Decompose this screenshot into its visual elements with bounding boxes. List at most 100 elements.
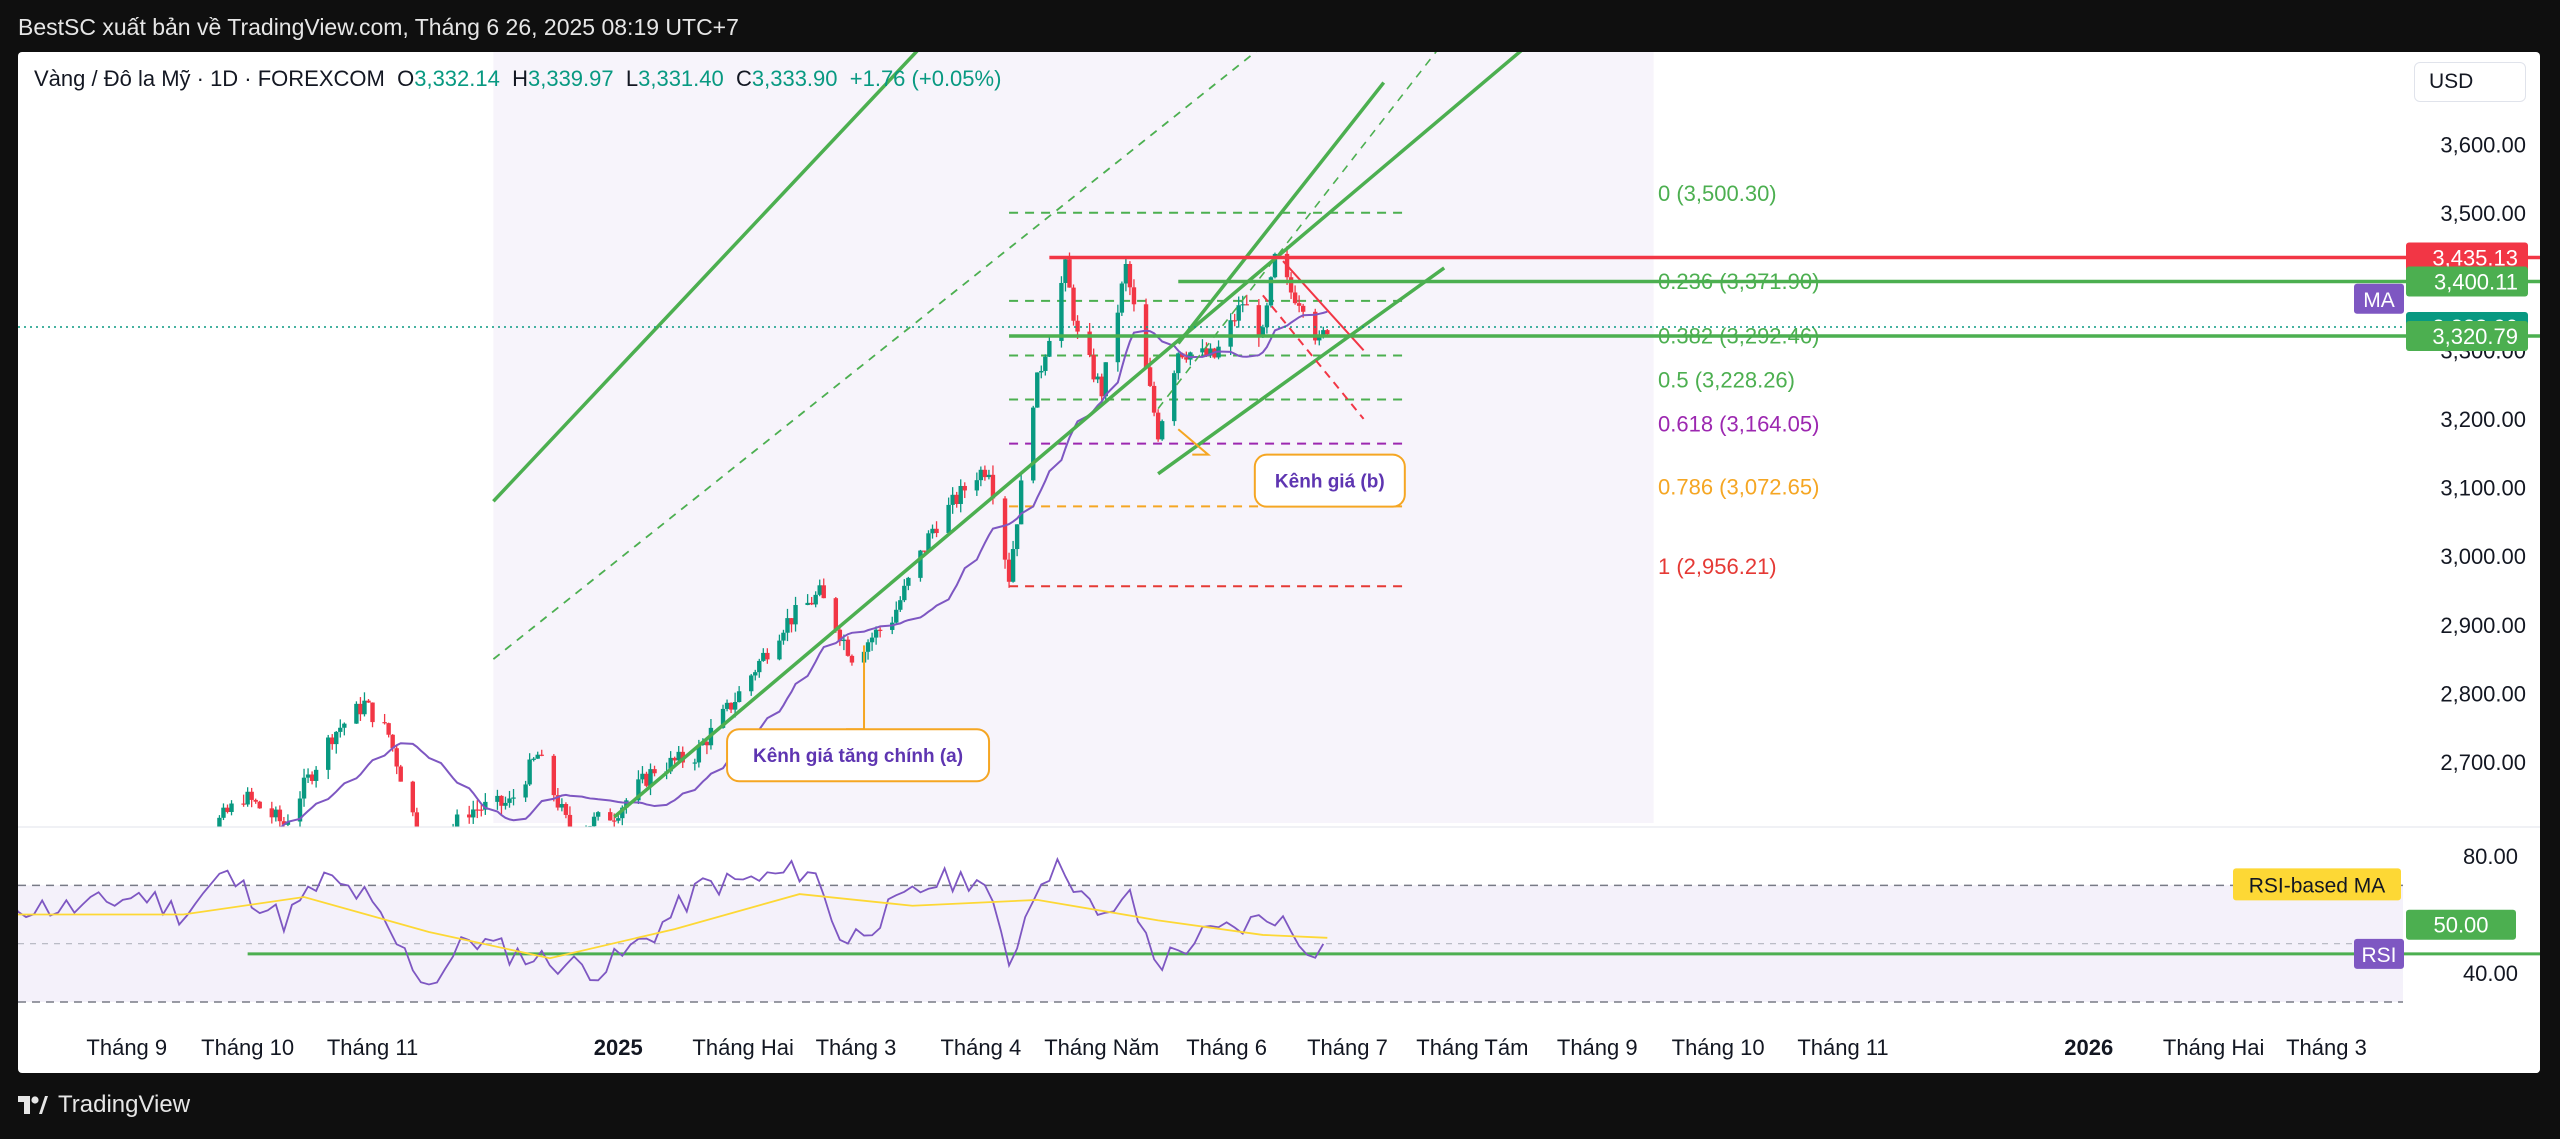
candle-body xyxy=(559,804,565,808)
candle-body xyxy=(382,722,387,724)
candle-body xyxy=(648,769,653,786)
candle-body xyxy=(1321,330,1326,336)
candle-body xyxy=(620,807,625,819)
candle-body xyxy=(1208,348,1213,356)
channel-a-upper-line[interactable] xyxy=(492,52,1323,503)
candle-body xyxy=(273,809,279,818)
candle-body xyxy=(595,812,601,817)
candle-body xyxy=(1151,385,1157,413)
candle-body xyxy=(483,801,488,810)
candle-body xyxy=(551,755,557,796)
candle-body xyxy=(1071,287,1076,321)
x-axis-tick-label: Tháng 9 xyxy=(86,1035,167,1060)
rsi-ma-line[interactable] xyxy=(18,893,1328,960)
price-label-text: 3,320.79 xyxy=(2432,324,2518,349)
candle-body xyxy=(644,773,649,786)
candle-body xyxy=(225,807,230,812)
candle-body xyxy=(1103,362,1108,397)
candle-body xyxy=(1075,320,1080,332)
candle-body xyxy=(1184,357,1189,360)
publish-header: BestSC xuất bản về TradingView.com, Thán… xyxy=(0,0,2560,52)
channel-b-lower-line[interactable] xyxy=(1157,266,1446,476)
candle-body xyxy=(1043,356,1048,371)
candle-body xyxy=(1228,320,1233,347)
candle-body xyxy=(447,834,451,842)
candle-body xyxy=(930,528,935,534)
channel-a-shade xyxy=(493,52,1654,823)
open-label: O xyxy=(397,66,415,91)
candle-body xyxy=(1147,367,1153,386)
candle-body xyxy=(189,858,193,860)
candle-body xyxy=(809,602,814,605)
candle-body xyxy=(1176,353,1181,374)
candle-body xyxy=(1067,259,1072,288)
annotation-box[interactable] xyxy=(726,728,991,783)
candle-body xyxy=(1035,372,1040,408)
candle-body xyxy=(257,801,262,809)
y-axis-tick-label: 3,000.00 xyxy=(2440,544,2526,569)
candle-body xyxy=(197,848,201,852)
footer-bar: TradingView xyxy=(0,1073,2560,1139)
candle-body xyxy=(837,629,843,642)
candle-body xyxy=(1119,283,1125,313)
falling-channel-line[interactable] xyxy=(1262,294,1365,420)
candle-body xyxy=(696,744,702,763)
candle-body xyxy=(414,812,420,827)
channel-a-lower-line[interactable] xyxy=(613,52,1613,819)
rsi-line[interactable] xyxy=(18,856,1325,986)
candle-body xyxy=(1180,353,1185,358)
candle-body xyxy=(201,845,205,852)
candle-body xyxy=(624,800,629,808)
price-chart[interactable]: 0 (3,500.30)0.236 (3,371.90)0.382 (3,292… xyxy=(18,52,2540,1073)
candle-body xyxy=(354,703,359,724)
candle-body xyxy=(229,803,234,812)
candle-body xyxy=(439,841,443,846)
candle-body xyxy=(1256,305,1262,338)
rsi-axis-tick-label: 40.00 xyxy=(2463,961,2518,986)
y-axis-tick-label: 3,500.00 xyxy=(2440,201,2526,226)
candle-body xyxy=(338,727,343,732)
price-label-tag xyxy=(2406,266,2528,297)
symbol-name[interactable]: Vàng / Đô la Mỹ · 1D · FOREXCOM xyxy=(34,66,385,91)
candle-body xyxy=(451,828,455,835)
candle-body xyxy=(443,841,447,842)
rsi-ma-tag[interactable] xyxy=(2233,868,2401,901)
annotation-box[interactable] xyxy=(1253,453,1406,508)
currency-button[interactable]: USD xyxy=(2414,62,2526,102)
main-pane[interactable] xyxy=(161,211,1404,901)
candle-body xyxy=(366,700,371,703)
chart-panel[interactable]: 0 (3,500.30) 0.236 (3,371.90) 0.382 (3,292… xyxy=(18,52,2540,1073)
candle-body xyxy=(591,816,597,827)
annotation-pointer xyxy=(1177,428,1211,456)
channel-b-upper-line[interactable] xyxy=(1176,81,1386,345)
candle-body xyxy=(467,814,472,818)
close-value: 3,333.90 xyxy=(751,66,838,91)
candle-body xyxy=(652,769,657,774)
tradingview-brand[interactable]: TradingView xyxy=(18,1091,190,1119)
rsi-tag[interactable] xyxy=(2354,938,2404,969)
candle-body xyxy=(269,808,275,818)
ma-tag[interactable] xyxy=(2354,283,2404,314)
fib-level-label: 0.786 (3,072.65) xyxy=(1658,474,1819,499)
candle-body xyxy=(1232,320,1237,322)
candle-body xyxy=(922,550,927,552)
annotation-text: Kênh giá tăng chính (a) xyxy=(753,746,963,767)
candle-body xyxy=(563,804,569,815)
candle-body xyxy=(358,703,363,715)
rsi-pane[interactable] xyxy=(18,856,1328,986)
candle-body xyxy=(1188,352,1193,360)
x-axis-tick-label: Tháng 4 xyxy=(940,1035,1021,1060)
candle-body xyxy=(249,791,254,800)
candle-body xyxy=(934,528,939,534)
candle-body xyxy=(1131,287,1137,305)
y-axis-tick-label: 2,900.00 xyxy=(2440,613,2526,638)
low-value: 3,331.40 xyxy=(638,66,724,91)
x-axis-tick-label: Tháng 10 xyxy=(1672,1035,1765,1060)
channel-b-mid-line xyxy=(1157,52,1437,410)
price-label-tag xyxy=(2406,321,2528,352)
candle-body xyxy=(978,469,984,481)
x-axis-tick-label: Tháng Hai xyxy=(2163,1035,2265,1060)
rsi-value-text: 50.00 xyxy=(2433,913,2488,938)
annotation-text: Kênh giá (b) xyxy=(1275,472,1385,493)
candle-body xyxy=(1260,327,1266,338)
